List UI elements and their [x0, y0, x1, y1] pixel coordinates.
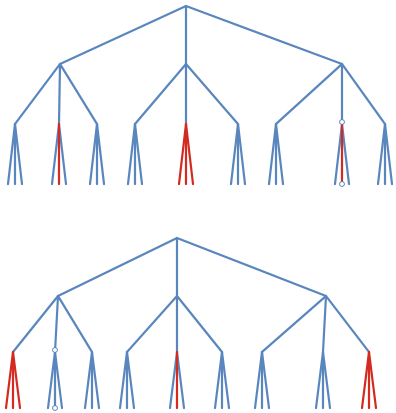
leaf-branch — [168, 350, 179, 410]
mid-branch — [58, 62, 99, 126]
mid-branch — [184, 62, 240, 126]
mid-branch — [260, 294, 328, 354]
leaf-branch — [53, 350, 64, 410]
leaf-marker — [52, 405, 58, 411]
highlighted-leaf — [184, 122, 195, 186]
leaf-branch — [50, 122, 61, 186]
mid-branch — [57, 62, 62, 126]
leaf-branch — [13, 122, 24, 186]
root-branch — [184, 4, 344, 66]
root-branch — [58, 4, 188, 66]
leaf-branch — [274, 122, 285, 186]
highlighted-leaf — [177, 122, 188, 186]
leaf-branch — [236, 122, 247, 186]
leaf-branch — [314, 350, 325, 410]
mid-branch — [133, 62, 188, 126]
leaf-branch — [175, 350, 186, 410]
leaf-branch — [125, 350, 136, 410]
leaf-branch — [383, 122, 394, 186]
mid-branch — [324, 294, 371, 354]
leaf-branch — [321, 350, 332, 410]
highlighted-leaf — [4, 350, 15, 410]
leaf-branch — [95, 122, 106, 186]
root-branch — [175, 236, 328, 298]
bottom-tree — [4, 236, 378, 411]
leaf-branch — [46, 350, 57, 410]
leaf-branch — [126, 122, 137, 186]
highlighted-leaf — [360, 350, 371, 410]
highlighted-leaf — [11, 350, 22, 410]
leaf-branch — [220, 350, 231, 410]
mid-branch — [125, 294, 179, 354]
node-marker — [339, 119, 345, 125]
mid-branch — [321, 294, 328, 354]
leaf-branch — [6, 122, 17, 186]
mid-branch — [13, 62, 62, 126]
mid-branch — [11, 294, 60, 354]
mid-branch — [56, 294, 94, 354]
leaf-branch — [118, 350, 129, 410]
leaf-branch — [333, 122, 344, 186]
leaf-branch — [83, 350, 94, 410]
leaf-branch — [213, 350, 224, 410]
node-marker — [52, 347, 58, 353]
highlighted-leaf — [367, 350, 378, 410]
mid-branch — [274, 62, 344, 126]
root-branch — [56, 236, 179, 298]
leaf-branch — [90, 350, 101, 410]
leaf-branch — [267, 122, 278, 186]
leaf-marker — [339, 181, 345, 187]
leaf-branch — [253, 350, 264, 410]
leaf-branch — [88, 122, 99, 186]
leaf-branch — [57, 122, 68, 186]
leaf-branch — [260, 350, 271, 410]
leaf-branch — [376, 122, 387, 186]
mid-branch — [340, 62, 387, 126]
top-tree — [6, 4, 394, 187]
mid-branch — [175, 294, 224, 354]
leaf-branch — [229, 122, 240, 186]
leaf-branch — [133, 122, 144, 186]
mid-branch — [53, 294, 60, 354]
leaf-branch — [340, 122, 351, 186]
